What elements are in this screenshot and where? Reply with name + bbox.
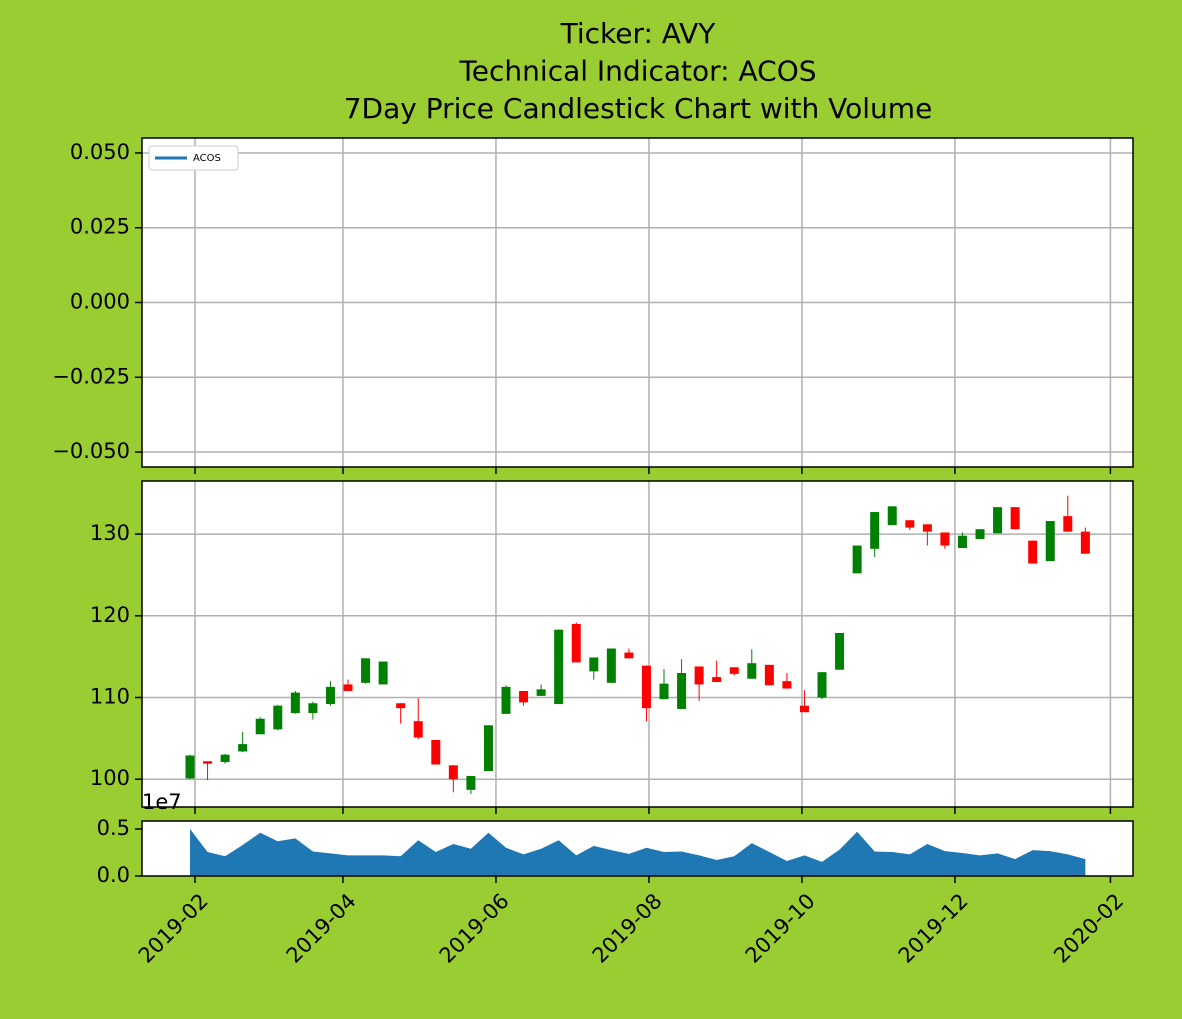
y-tick-label: 120 (90, 603, 130, 627)
candle-body (1028, 540, 1038, 564)
candle-body (747, 663, 757, 679)
candle-body (255, 718, 265, 735)
y-tick-label: 100 (90, 766, 130, 790)
y-tick-label: 130 (90, 521, 130, 545)
y-tick-label: 0.025 (70, 215, 130, 239)
candle-body (308, 703, 318, 714)
x-tick-label: 2020-02 (1049, 889, 1128, 968)
y-tick-label: 0.0 (97, 863, 130, 887)
candle-body (1045, 521, 1055, 562)
candle-body (325, 686, 335, 705)
plot-area (142, 481, 1133, 807)
y-tick-label: −0.025 (52, 364, 130, 388)
x-tick-label: 2019-04 (282, 889, 361, 968)
candle-body (922, 524, 932, 532)
candle-body (975, 529, 985, 540)
candle-body (835, 632, 845, 670)
chart-title: Ticker: AVY (560, 17, 717, 50)
candle-body (870, 512, 880, 549)
candle-body (396, 703, 406, 709)
candle-body (641, 665, 651, 709)
candle-body (448, 765, 458, 780)
candle-body (887, 506, 897, 526)
candle-body (273, 705, 283, 730)
legend-box (148, 145, 239, 171)
candle-body (1010, 507, 1020, 530)
candle-body (1063, 516, 1073, 532)
volume-area (190, 828, 1086, 876)
candle-body (624, 652, 634, 659)
candle-body (519, 690, 529, 703)
y-tick-label: 0.000 (70, 290, 130, 314)
candle-body (764, 664, 774, 686)
legend-label: ACOS (193, 153, 221, 164)
chart-title: Technical Indicator: ACOS (458, 55, 816, 88)
candle-body (993, 507, 1003, 534)
candle-body (677, 673, 687, 709)
candle-body (694, 666, 704, 685)
candle-body (203, 761, 213, 764)
chart-title: 7Day Price Candlestick Chart with Volume (344, 92, 933, 125)
candle-body (220, 754, 230, 763)
offset-label: 1e7 (142, 790, 182, 814)
candle-body (852, 545, 862, 574)
candle-body (536, 689, 546, 696)
y-tick-label: 110 (90, 685, 130, 709)
plot-frame (141, 820, 1134, 877)
candle-body (483, 725, 493, 772)
x-tick-label: 2019-06 (435, 889, 514, 968)
candle-body (431, 740, 441, 765)
candle-body (343, 684, 353, 691)
candle-body (589, 657, 599, 672)
candle-body (413, 721, 423, 738)
candle-body (940, 532, 950, 546)
candle-body (799, 705, 809, 713)
candle-body (501, 686, 511, 714)
candle-body (712, 677, 722, 682)
candle-body (606, 648, 616, 683)
candle-body (290, 692, 300, 714)
candle-body (554, 629, 564, 705)
candle-body (378, 661, 388, 685)
candle-body (905, 520, 915, 528)
plot-frame (141, 137, 1134, 468)
plot-frame (141, 480, 1134, 808)
candle-body (817, 672, 827, 698)
y-tick-label: 0.050 (70, 140, 130, 164)
candle-body (466, 775, 476, 790)
x-tick-label: 2019-10 (741, 889, 820, 968)
candle-body (238, 744, 248, 752)
candle-body (361, 658, 371, 683)
y-tick-label: 0.5 (97, 816, 130, 840)
x-tick-label: 2019-08 (588, 889, 667, 968)
candle-body (571, 623, 581, 663)
x-tick-label: 2019-02 (134, 889, 213, 968)
candle-body (957, 535, 967, 548)
candle-body (729, 667, 739, 674)
candle-body (185, 755, 195, 779)
candle-body (782, 681, 792, 689)
candle-body (1080, 531, 1090, 554)
x-tick-label: 2019-12 (894, 889, 973, 968)
candle-body (659, 683, 669, 700)
y-tick-label: −0.050 (52, 439, 130, 463)
